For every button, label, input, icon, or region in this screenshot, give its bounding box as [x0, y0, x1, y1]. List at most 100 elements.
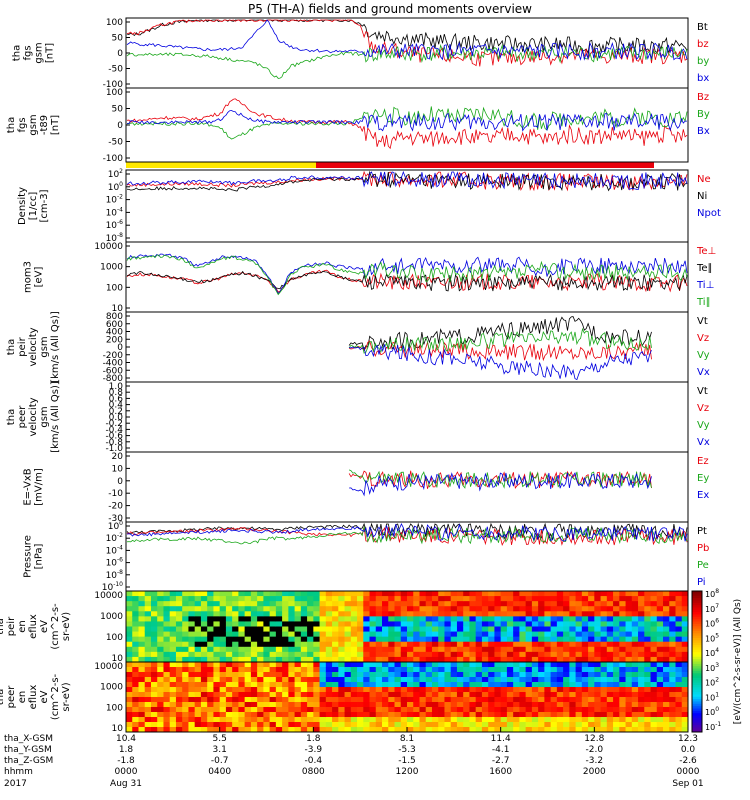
heatmap-cell — [194, 631, 202, 638]
heatmap-cell — [388, 692, 395, 698]
heatmap-cell — [275, 656, 283, 663]
heatmap-cell — [444, 641, 452, 648]
heatmap-cell — [313, 722, 320, 728]
heatmap-cell — [488, 621, 495, 627]
heatmap-cell — [431, 616, 439, 622]
heatmap-cell — [425, 707, 433, 713]
heatmap-cell — [656, 682, 664, 688]
heatmap-cell — [182, 626, 189, 632]
heatmap-cell — [338, 651, 345, 658]
heatmap-cell — [538, 697, 545, 703]
heatmap-cell — [644, 707, 651, 713]
heatmap-cell — [463, 636, 470, 643]
heatmap-cell — [600, 646, 608, 653]
heatmap-cell — [556, 697, 564, 703]
heatmap-cell — [550, 667, 558, 673]
heatmap-cell — [613, 702, 620, 708]
heatmap-cell — [263, 717, 271, 723]
heatmap-cell — [513, 641, 520, 648]
heatmap-cell — [425, 672, 433, 678]
heatmap-cell — [525, 712, 533, 718]
heatmap-cell — [656, 677, 664, 683]
heatmap-cell — [375, 631, 383, 638]
colorbar-cell — [692, 696, 702, 700]
heatmap-cell — [138, 727, 146, 733]
heatmap-cell — [332, 641, 339, 648]
heatmap-cell — [675, 682, 683, 688]
heatmap-cell — [581, 722, 589, 728]
heatmap-cell — [644, 717, 651, 723]
heatmap-cell — [681, 677, 689, 683]
heatmap-cell — [232, 707, 239, 713]
heatmap-cell — [213, 672, 221, 678]
heatmap-cell — [644, 712, 651, 718]
heatmap-cell — [407, 692, 414, 698]
xtick-date: Aug 31 — [110, 779, 142, 789]
ytick-label: 10-4 — [106, 206, 124, 218]
heatmap-cell — [288, 662, 295, 668]
heatmap-cell — [425, 621, 433, 627]
heatmap-cell — [307, 601, 314, 607]
heatmap-cell — [531, 662, 539, 668]
heatmap-cell — [275, 641, 283, 648]
heatmap-cell — [613, 727, 620, 733]
heatmap-cell — [282, 621, 289, 627]
heatmap-cell — [594, 651, 601, 658]
heatmap-cell — [332, 717, 339, 723]
heatmap-cell — [357, 606, 364, 612]
ylabel-line: sr-eV) — [61, 682, 72, 711]
heatmap-cell — [163, 667, 171, 673]
heatmap-cell — [357, 636, 364, 643]
heatmap-cell — [613, 707, 620, 713]
heatmap-cell — [257, 687, 264, 693]
heatmap-cell — [207, 636, 214, 643]
heatmap-cell — [444, 656, 452, 663]
heatmap-cell — [600, 616, 608, 622]
heatmap-cell — [663, 641, 670, 648]
heatmap-cell — [363, 621, 370, 627]
heatmap-cell — [600, 667, 608, 673]
heatmap-cell — [350, 667, 358, 673]
heatmap-cell — [488, 677, 495, 683]
heatmap-cell — [556, 651, 564, 658]
heatmap-cell — [575, 697, 583, 703]
heatmap-cell — [244, 707, 252, 713]
heatmap-cell — [363, 662, 370, 668]
heatmap-cell — [232, 626, 239, 632]
xtick-z: -1.8 — [117, 756, 135, 766]
panel-6-ylabel: thapeervelocitygsm[km/s (All Qs)] — [6, 381, 61, 453]
heatmap-cell — [631, 656, 639, 663]
heatmap-cell — [500, 621, 508, 627]
heatmap-cell — [175, 722, 183, 728]
heatmap-cell — [319, 596, 327, 602]
heatmap-cell — [282, 646, 289, 653]
ylabel-line: peir — [6, 616, 17, 636]
heatmap-cell — [544, 667, 552, 673]
heatmap-cell — [525, 672, 533, 678]
heatmap-cell — [463, 712, 470, 718]
heatmap-cell — [382, 591, 389, 597]
heatmap-cell — [188, 692, 196, 698]
heatmap-cell — [631, 636, 639, 643]
heatmap-cell — [138, 636, 146, 643]
colorbar-label: [eV/(cm^2-s-sr-eV)] (All Qs) — [733, 599, 743, 724]
heatmap-cell — [419, 626, 427, 632]
heatmap-cell — [663, 611, 670, 617]
heatmap-cell — [631, 606, 639, 612]
legend-Ti∥: Ti∥ — [696, 297, 711, 308]
heatmap-cell — [588, 631, 595, 638]
heatmap-cell — [275, 697, 283, 703]
heatmap-cell — [538, 687, 545, 693]
heatmap-cell — [300, 611, 308, 617]
heatmap-cell — [332, 727, 339, 733]
heatmap-cell — [581, 702, 589, 708]
heatmap-cell — [606, 591, 614, 597]
heatmap-cell — [425, 606, 433, 612]
heatmap-cell — [150, 687, 158, 693]
ytick-base: 10 — [106, 559, 118, 569]
heatmap-cell — [469, 651, 477, 658]
heatmap-cell — [513, 646, 520, 653]
heatmap-cell — [425, 667, 433, 673]
colorbar-cell — [692, 654, 702, 658]
heatmap-cell — [638, 641, 645, 648]
